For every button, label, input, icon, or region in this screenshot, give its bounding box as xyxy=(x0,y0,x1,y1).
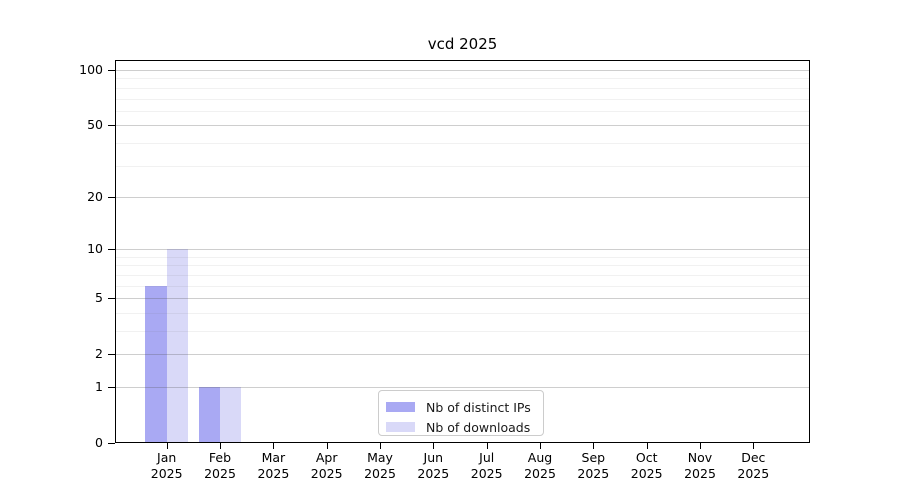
x-tick-year: 2025 xyxy=(257,466,290,481)
bar-nb-of-distinct-ips xyxy=(198,387,220,443)
grid-line-major xyxy=(116,298,809,300)
legend-swatch-distinct-ips xyxy=(386,402,415,412)
y-tick-label: 50 xyxy=(87,117,103,133)
y-tick-mark xyxy=(108,70,115,71)
x-tick-month: Mar xyxy=(261,450,286,465)
x-tick-year: 2025 xyxy=(310,466,343,481)
y-tick-mark xyxy=(108,354,115,356)
grid-line-minor xyxy=(116,142,809,144)
grid-line-minor xyxy=(116,78,809,80)
x-tick-year: 2025 xyxy=(737,466,770,481)
x-tick-label: Feb 2025 xyxy=(188,450,252,482)
grid-line-minor xyxy=(116,331,809,332)
y-tick-mark xyxy=(108,298,115,300)
grid-line-minor xyxy=(116,265,809,267)
grid-line-minor xyxy=(116,98,809,100)
x-tick-label: Jun 2025 xyxy=(401,450,465,482)
x-tick-year: 2025 xyxy=(204,466,236,481)
x-tick-year: 2025 xyxy=(524,466,556,481)
y-tick-mark xyxy=(108,387,115,388)
grid-line-minor xyxy=(116,312,809,314)
x-tick-mark xyxy=(753,443,755,449)
x-tick-month: Aug xyxy=(527,450,553,465)
chart-title: vcd 2025 xyxy=(427,35,498,53)
x-tick-month: May xyxy=(367,450,393,465)
x-tick-label: Apr 2025 xyxy=(295,450,359,482)
legend: Nb of distinct IPs Nb of downloads xyxy=(378,390,544,436)
x-tick-year: 2025 xyxy=(630,466,663,481)
grid-line-minor xyxy=(116,165,809,167)
grid-line-minor xyxy=(116,285,809,287)
x-tick-label: Aug 2025 xyxy=(508,450,572,482)
x-tick-mark xyxy=(700,443,701,449)
x-tick-mark xyxy=(540,443,541,449)
x-tick-year: 2025 xyxy=(417,466,450,481)
y-tick-label: 10 xyxy=(87,241,103,257)
legend-label-downloads: Nb of downloads xyxy=(426,419,531,435)
grid-line-major xyxy=(116,196,809,198)
y-tick-mark xyxy=(108,249,115,251)
x-tick-month: Feb xyxy=(208,450,232,465)
x-tick-month: Apr xyxy=(315,450,338,465)
grid-line-minor xyxy=(116,110,809,112)
x-tick-month: Jun xyxy=(423,450,444,465)
grid-line-major xyxy=(116,387,809,388)
x-tick-year: 2025 xyxy=(150,466,183,481)
x-tick-month: Dec xyxy=(741,450,766,465)
y-tick-mark xyxy=(108,196,115,198)
y-tick-label: 1 xyxy=(95,379,103,394)
x-tick-mark xyxy=(593,443,595,449)
bar-nb-of-downloads xyxy=(220,387,242,443)
x-tick-mark xyxy=(166,443,168,449)
x-tick-label: Mar 2025 xyxy=(241,450,305,482)
y-tick-label: 0 xyxy=(95,435,103,450)
x-tick-mark xyxy=(433,443,435,449)
x-tick-month: Oct xyxy=(635,450,658,465)
x-tick-label: Dec 2025 xyxy=(721,450,785,482)
y-tick-mark xyxy=(108,125,115,127)
x-tick-label: Oct 2025 xyxy=(615,450,679,482)
x-tick-year: 2025 xyxy=(364,466,396,481)
x-tick-year: 2025 xyxy=(470,466,503,481)
grid-line-major xyxy=(116,249,809,251)
x-tick-month: Nov xyxy=(687,450,713,465)
x-tick-label: Sep 2025 xyxy=(561,450,625,482)
x-tick-mark xyxy=(220,443,221,449)
plot-area xyxy=(115,60,810,443)
x-tick-year: 2025 xyxy=(684,466,716,481)
x-tick-mark xyxy=(273,443,275,449)
grid-line-minor xyxy=(116,256,809,258)
legend-label-distinct-ips: Nb of distinct IPs xyxy=(426,399,531,415)
x-tick-label: Jan 2025 xyxy=(135,450,199,482)
y-tick-label: 2 xyxy=(95,346,103,362)
x-tick-month: Jan xyxy=(157,450,177,465)
bar-nb-of-downloads xyxy=(166,249,188,443)
legend-item-distinct-ips: Nb of distinct IPs xyxy=(386,397,534,417)
x-tick-mark xyxy=(486,443,488,449)
y-tick-mark xyxy=(108,443,115,444)
grid-line-major xyxy=(116,70,809,71)
y-tick-label: 20 xyxy=(87,188,103,204)
x-tick-month: Jul xyxy=(479,450,495,465)
grid-line-minor xyxy=(116,87,809,89)
x-tick-label: Jul 2025 xyxy=(455,450,519,482)
x-tick-month: Sep xyxy=(581,450,606,465)
legend-swatch-downloads xyxy=(386,422,415,432)
grid-line-major xyxy=(116,354,809,356)
y-tick-label: 100 xyxy=(79,62,103,77)
x-tick-mark xyxy=(326,443,328,449)
grid-line-major xyxy=(116,125,809,127)
grid-line-minor xyxy=(116,274,809,276)
x-tick-label: May 2025 xyxy=(348,450,412,482)
x-tick-mark xyxy=(380,443,381,449)
x-tick-mark xyxy=(646,443,648,449)
bar-nb-of-distinct-ips xyxy=(145,285,167,443)
legend-item-downloads: Nb of downloads xyxy=(386,417,534,437)
x-tick-label: Nov 2025 xyxy=(668,450,732,482)
y-tick-label: 5 xyxy=(95,290,103,306)
x-tick-year: 2025 xyxy=(577,466,610,481)
